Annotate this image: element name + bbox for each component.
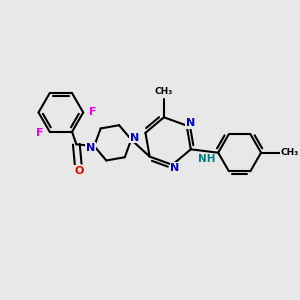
Text: CH₃: CH₃ <box>280 148 299 157</box>
Text: F: F <box>36 128 44 138</box>
Text: N: N <box>130 133 140 143</box>
Text: N: N <box>186 118 195 128</box>
Text: N: N <box>86 143 95 153</box>
Text: N: N <box>170 163 180 172</box>
Text: F: F <box>89 106 97 117</box>
Text: CH₃: CH₃ <box>155 87 173 96</box>
Text: O: O <box>74 166 84 176</box>
Text: NH: NH <box>198 154 216 164</box>
